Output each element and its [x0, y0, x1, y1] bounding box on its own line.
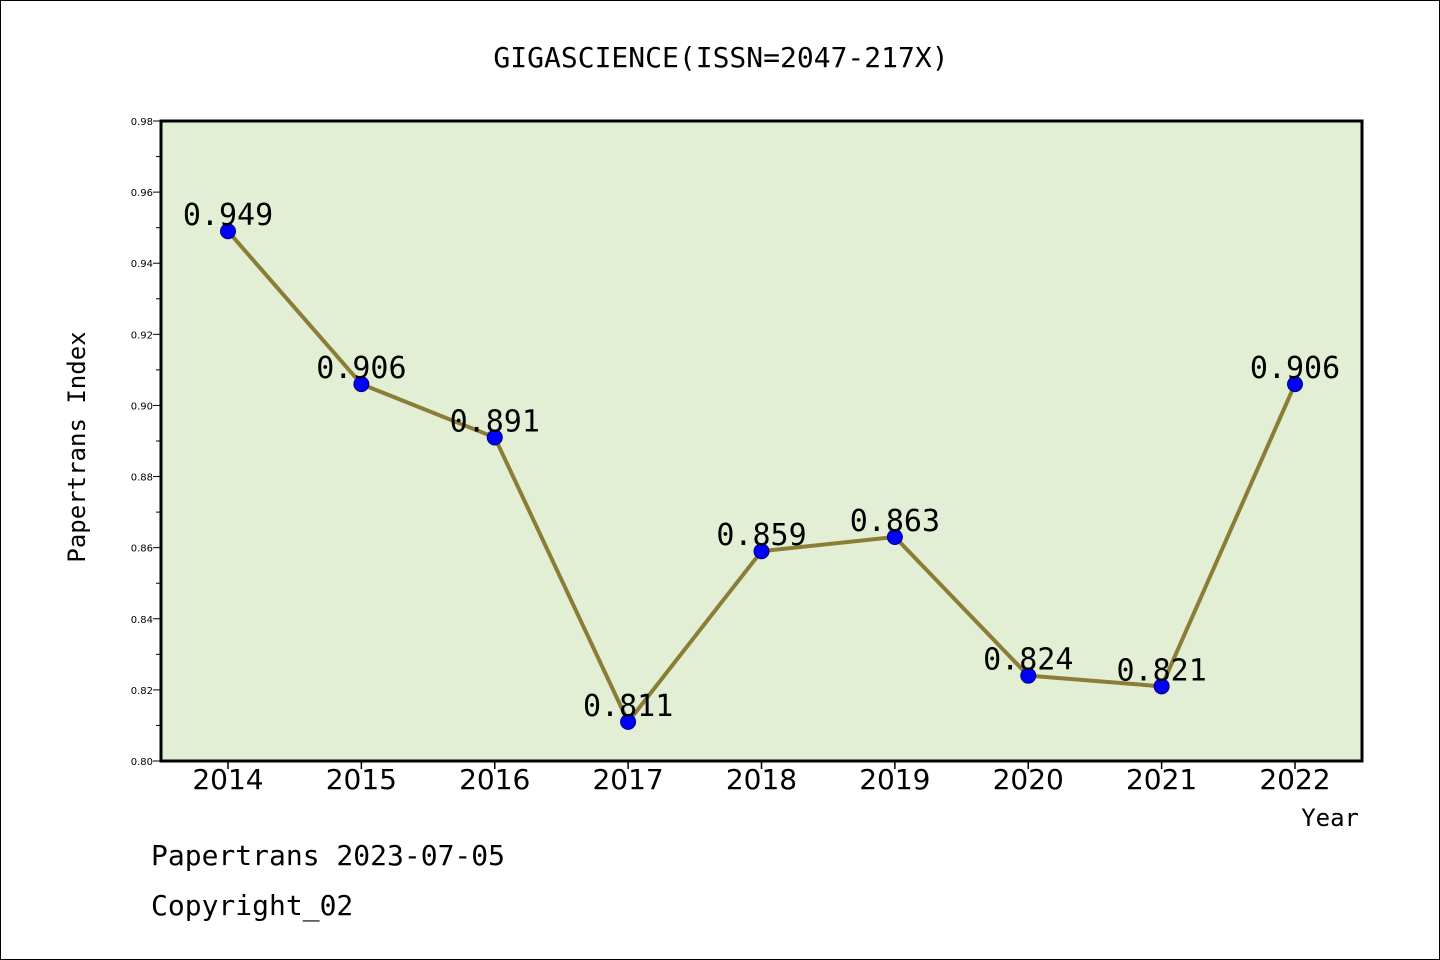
- x-tick-label: 2019: [859, 763, 930, 796]
- data-point: [886, 529, 903, 545]
- x-tick-label: 2016: [459, 763, 530, 796]
- footer-date-label: Papertrans 2023-07-05: [151, 839, 505, 872]
- plot-area: [159, 119, 1364, 763]
- x-tick-label: 2022: [1259, 763, 1330, 796]
- y-tick-label: 0.94: [131, 259, 153, 270]
- y-tick-label: 0.82: [131, 686, 153, 697]
- chart-title: GIGASCIENCE(ISSN=2047-217X): [493, 41, 948, 74]
- data-label: 0.863: [850, 504, 940, 539]
- x-tick-label: 2017: [592, 763, 663, 796]
- data-point: [486, 429, 503, 446]
- data-label: 0.949: [183, 198, 273, 233]
- y-axis-label: Papertrans Index: [63, 331, 91, 562]
- y-axis-ticks: 0.80 0.82 0.84 0.86 0.88 0.90 0.92 0.94 0.96 0.98: [131, 117, 161, 768]
- y-tick-label: 0.90: [131, 401, 153, 412]
- y-tick-label: 0.96: [131, 188, 153, 199]
- data-label: 0.824: [983, 643, 1073, 678]
- data-point: [1020, 667, 1037, 684]
- data-label: 0.811: [583, 689, 673, 724]
- data-point: [220, 223, 236, 240]
- data-label: 0.859: [716, 518, 806, 553]
- data-label: 0.891: [450, 404, 540, 439]
- data-label: 0.906: [1250, 351, 1340, 386]
- x-tick-label: 2021: [1126, 763, 1197, 796]
- data-point: [620, 713, 637, 730]
- footer-copyright-label: Copyright_02: [151, 889, 353, 923]
- x-axis-label: Year: [1301, 804, 1359, 832]
- data-label: 0.906: [316, 351, 406, 386]
- x-tick-label: 2018: [726, 763, 797, 796]
- y-tick-label: 0.92: [131, 330, 153, 341]
- y-tick-label: 0.88: [131, 473, 153, 484]
- series-group: 0.949 0.906 0.891 0.811 0.859 0.863 0.824 0.821…: [183, 198, 1340, 730]
- x-tick-label: 2020: [993, 763, 1064, 796]
- y-tick-label: 0.86: [131, 544, 153, 555]
- x-tick-label: 2015: [326, 763, 397, 796]
- data-label: 0.821: [1116, 653, 1206, 688]
- data-point: [1153, 678, 1170, 695]
- y-tick-label: 0.80: [131, 757, 153, 768]
- data-point: [1287, 376, 1303, 393]
- x-axis-ticks: 2014 2015 2016 2017 2018 2019 2020 2021 2022: [192, 761, 1331, 796]
- y-tick-label: 0.98: [131, 117, 153, 128]
- data-point: [753, 543, 770, 560]
- x-tick-label: 2014: [192, 763, 263, 796]
- data-point: [353, 376, 370, 393]
- y-tick-label: 0.84: [131, 615, 153, 626]
